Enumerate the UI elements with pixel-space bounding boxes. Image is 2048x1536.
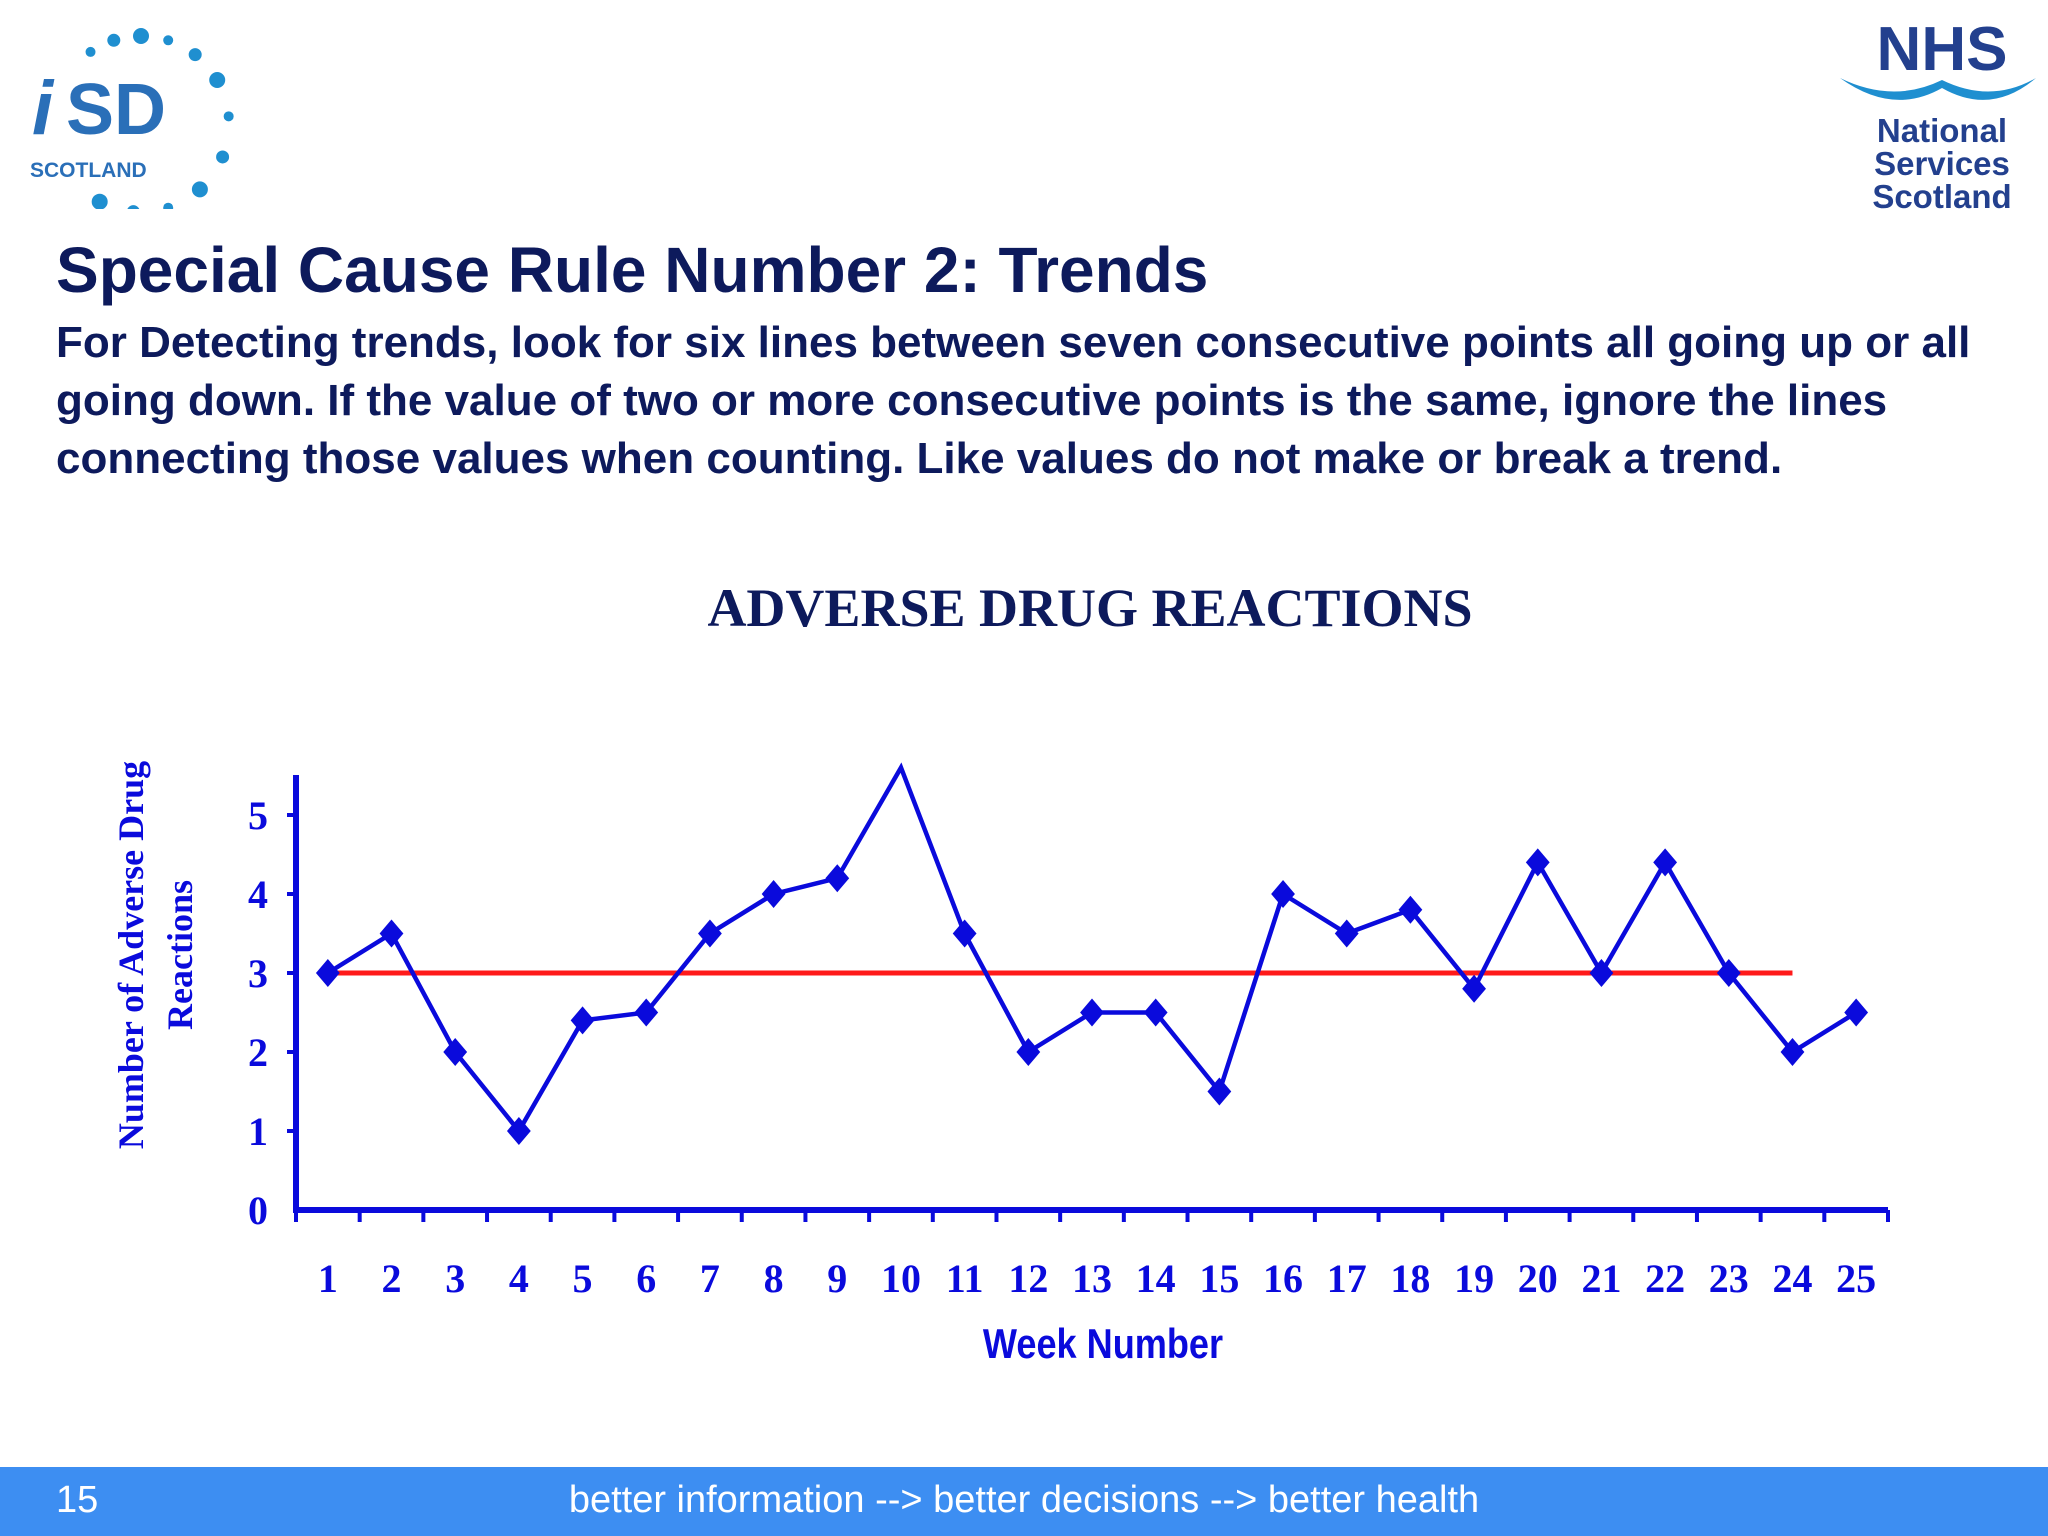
x-tick-label: 22: [1645, 1256, 1685, 1301]
x-tick-label: 6: [636, 1256, 656, 1301]
data-point-marker: [1080, 998, 1104, 1027]
series-line: [326, 762, 1858, 1135]
nhs-logo-line-1: National: [1877, 112, 2007, 149]
isd-logo-dot: [223, 111, 234, 122]
x-tick-label: 3: [445, 1256, 465, 1301]
data-point-marker: [1462, 974, 1486, 1003]
data-point-marker: [1016, 1038, 1041, 1066]
data-point-marker: [1844, 998, 1869, 1027]
isd-logo-dot: [163, 202, 174, 209]
data-point-marker: [315, 959, 340, 987]
nhs-logo-brand: NHS: [1877, 18, 2008, 84]
x-tick-label: 10: [881, 1256, 921, 1301]
x-tick-label: 14: [1136, 1256, 1176, 1301]
x-tick-label: 11: [946, 1256, 984, 1301]
x-tick-label: 21: [1581, 1256, 1621, 1301]
x-tick-label: 8: [764, 1256, 784, 1301]
slide-number: 15: [56, 1479, 99, 1521]
isd-logo-dot: [133, 28, 149, 44]
isd-logo-dot: [209, 72, 226, 88]
data-point-marker: [825, 864, 850, 893]
data-point-marker: [698, 919, 722, 948]
slide-body: For Detecting trends, look for six lines…: [56, 318, 1971, 483]
data-point-marker: [1716, 959, 1741, 987]
y-tick-label: 1: [248, 1109, 268, 1154]
isd-logo-dot: [188, 48, 202, 62]
y-axis-label-line-2: Reactions: [160, 880, 200, 1030]
x-tick-label: 7: [700, 1256, 720, 1301]
x-tick-label: 17: [1327, 1256, 1367, 1301]
isd-logo-text: SD: [66, 70, 166, 150]
isd-logo-dot: [163, 35, 174, 46]
isd-logo-dot: [216, 150, 230, 164]
svg-text:i: i: [32, 66, 55, 151]
footer-bar: 15 better information --> better decisio…: [0, 1467, 2048, 1536]
x-tick-label: 18: [1390, 1256, 1430, 1301]
data-point-marker: [634, 998, 659, 1027]
x-tick-label: 2: [382, 1256, 402, 1301]
data-point-marker: [506, 1117, 531, 1145]
data-point-marker: [1398, 895, 1423, 924]
x-tick-label: 19: [1454, 1256, 1494, 1301]
y-tick-label: 2: [248, 1030, 268, 1075]
x-tick-label: 20: [1518, 1256, 1558, 1301]
isd-logo-dot: [191, 181, 208, 198]
nhs-logo-line-3: Scotland: [1872, 178, 2011, 215]
isd-logo-subtext: SCOTLAND: [30, 159, 147, 182]
chart-title: ADVERSE DRUG REACTIONS: [707, 580, 1472, 638]
nhs-scotland-logo: NHS National Services Scotland: [1840, 18, 2036, 215]
footer-tagline: better information --> better decisions …: [568, 1479, 1480, 1521]
x-tick-label: 4: [509, 1256, 529, 1301]
isd-logo-dot: [127, 205, 140, 209]
data-point-marker: [379, 919, 404, 948]
data-point-marker: [1143, 998, 1168, 1027]
x-axis-label: Week Number: [983, 1322, 1223, 1368]
isd-scotland-logo: i SD SCOTLAND: [30, 28, 234, 209]
data-point-marker: [443, 1038, 468, 1066]
y-axis-label-line-1: Number of Adverse Drug: [111, 761, 151, 1149]
data-point-marker: [1271, 880, 1295, 908]
y-tick-label: 0: [248, 1188, 268, 1233]
x-tick-label: 23: [1709, 1256, 1749, 1301]
data-point-marker: [570, 1006, 595, 1035]
data-point-marker: [1525, 848, 1550, 877]
x-tick-label: 24: [1772, 1256, 1812, 1301]
data-point-marker: [1653, 848, 1678, 877]
slide-title: Special Cause Rule Number 2: Trends: [56, 234, 1209, 306]
data-point-marker: [1589, 959, 1614, 987]
data-point-marker: [1334, 919, 1359, 948]
adverse-drug-reactions-chart: ADVERSE DRUG REACTIONS Number of Adverse…: [111, 580, 1890, 1368]
x-tick-label: 9: [827, 1256, 847, 1301]
x-tick-label: 1: [318, 1256, 338, 1301]
y-tick-label: 3: [248, 951, 268, 996]
y-tick-label: 5: [248, 793, 268, 838]
x-tick-label: 13: [1072, 1256, 1112, 1301]
data-point-marker: [1207, 1077, 1232, 1106]
y-tick-label: 4: [248, 872, 268, 917]
data-point-marker: [952, 919, 977, 948]
isd-logo-dot: [107, 33, 121, 47]
x-tick-label: 5: [573, 1256, 593, 1301]
x-tick-label: 15: [1199, 1256, 1239, 1301]
x-tick-label: 16: [1263, 1256, 1303, 1301]
isd-logo-dot: [85, 46, 96, 57]
data-point-marker: [1780, 1038, 1805, 1066]
x-tick-label: 25: [1836, 1256, 1876, 1301]
isd-logo-dot: [91, 193, 108, 209]
y-axis-label: Number of Adverse Drug Reactions: [111, 761, 200, 1149]
nhs-logo-line-2: Services: [1874, 145, 2010, 182]
data-point-marker: [761, 880, 786, 908]
x-tick-label: 12: [1008, 1256, 1048, 1301]
